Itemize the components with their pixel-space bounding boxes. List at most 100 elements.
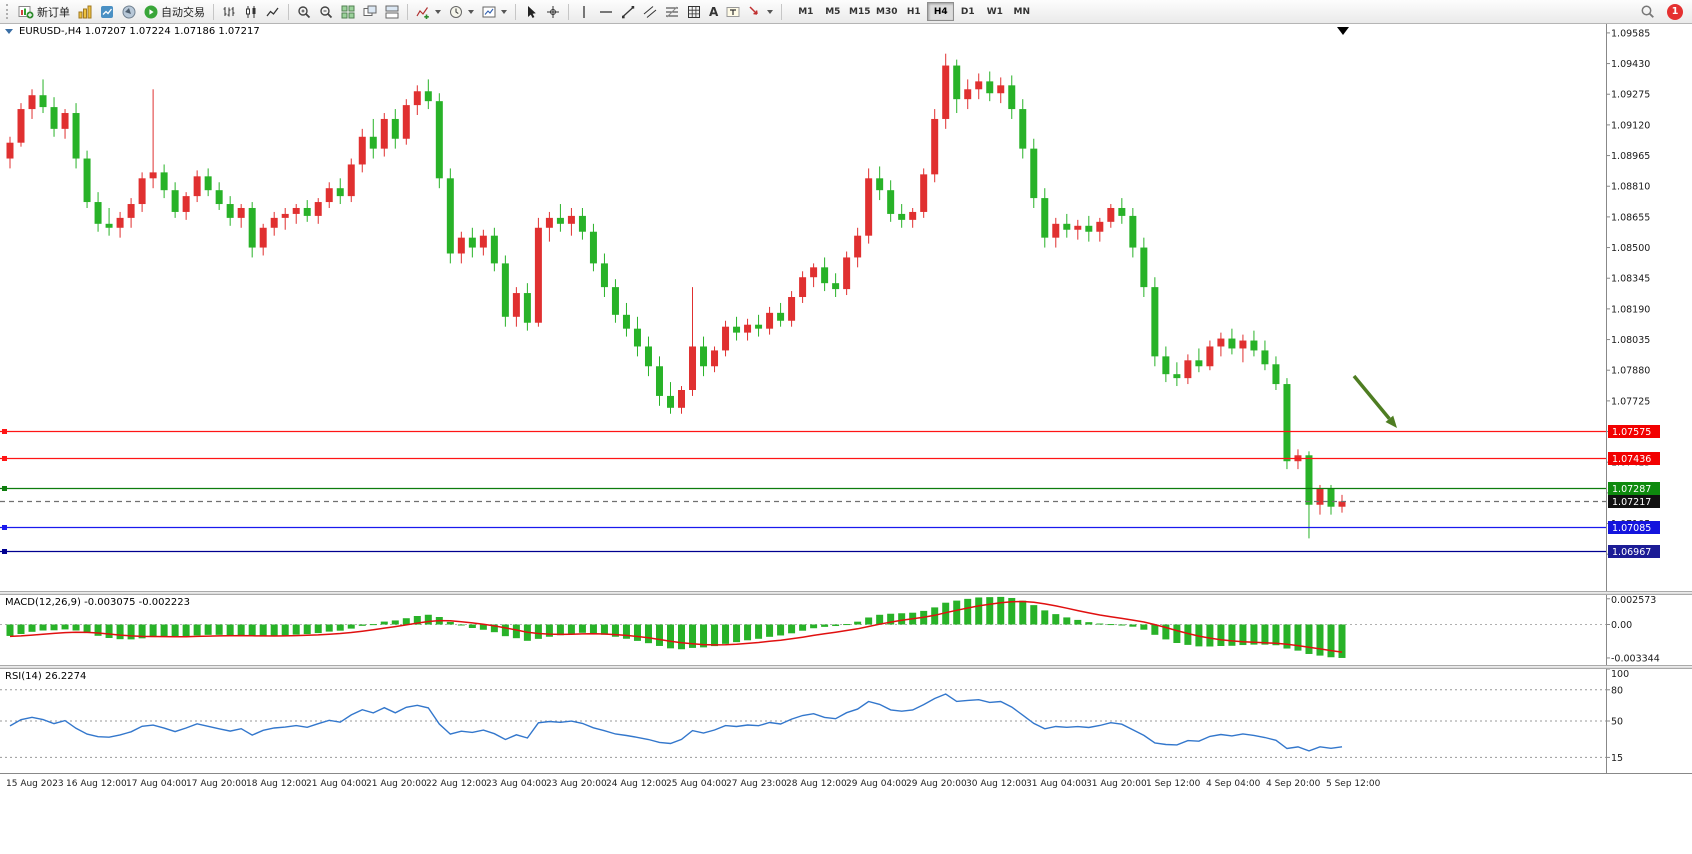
arrows-tool-button[interactable] [744, 2, 777, 22]
candle-body [611, 287, 619, 315]
candle-body [138, 178, 146, 205]
text-label-tool-button[interactable] [722, 2, 744, 22]
chart-shift-marker[interactable] [1337, 27, 1349, 35]
pitchfork-tool-button[interactable] [683, 2, 705, 22]
candlestick-chart-button[interactable] [240, 2, 262, 22]
candle [821, 257, 829, 292]
candle [501, 255, 509, 327]
templates-button[interactable] [478, 2, 511, 22]
candle-body [876, 178, 884, 191]
tile-horizontal-button[interactable] [381, 2, 403, 22]
macd-histogram-bar [501, 624, 509, 637]
autotrading-button[interactable]: 自动交易 [140, 2, 209, 22]
search-button[interactable] [1636, 2, 1659, 22]
price-chart-panel[interactable]: 1.09585 1.09430 1.09275 1.09120 1.08965 1.088… [0, 24, 1692, 591]
macd-histogram-bar [898, 613, 906, 625]
navigator-button[interactable] [118, 2, 140, 22]
rsi-canvas[interactable]: 100 80 50 15 [0, 669, 1692, 773]
one-click-trading-toggle-icon[interactable] [5, 29, 13, 34]
timeframe-d1[interactable]: D1 [960, 6, 975, 17]
channel-tool-button[interactable] [639, 2, 661, 22]
macd-histogram-bar [193, 624, 201, 636]
candle [182, 192, 190, 220]
candle [61, 109, 69, 139]
notification-badge[interactable]: 1 [1667, 3, 1683, 20]
candle-body [1085, 225, 1093, 232]
panel-separator[interactable] [0, 665, 1692, 669]
candle-body [1316, 488, 1324, 505]
macd-canvas[interactable]: 0.002573 0.00 -0.003344 [0, 595, 1692, 665]
new-order-button[interactable]: 新订单 [14, 2, 74, 22]
candle-body [1074, 225, 1082, 230]
macd-label: MACD(12,26,9) -0.003075 -0.002223 [5, 597, 190, 608]
price-chart-canvas[interactable]: 1.09585 1.09430 1.09275 1.09120 1.08965 1.088… [0, 24, 1692, 591]
timeframe-m5[interactable]: M5 [825, 6, 841, 17]
toolbar-grip[interactable] [6, 4, 11, 19]
macd-histogram-bar [700, 624, 708, 648]
zoom-in-button[interactable] [293, 2, 315, 22]
candle [127, 198, 135, 228]
zoom-out-button[interactable] [315, 2, 337, 22]
price-tag-label: 1.07436 [1612, 454, 1651, 465]
macd-histogram-bar [722, 624, 730, 644]
price-axis-label: 1.09430 [1611, 59, 1650, 70]
tile-windows-button[interactable] [337, 2, 359, 22]
macd-panel[interactable]: 0.002573 0.00 -0.003344 MACD(12,26,9) -0.0… [0, 595, 1692, 665]
arrow-annotation[interactable] [1352, 374, 1397, 428]
hline-handle[interactable] [2, 456, 7, 461]
timeframe-mn[interactable]: MN [1013, 6, 1031, 17]
timeframe-w1[interactable]: W1 [986, 6, 1003, 17]
candle-body [446, 178, 454, 254]
macd-histogram-bar [1118, 624, 1126, 626]
candle-body [512, 293, 520, 317]
rsi-panel[interactable]: 100 80 50 15 RSI(14) 26.2274 [0, 669, 1692, 773]
macd-histogram-bar [314, 624, 322, 634]
charts-button[interactable] [74, 2, 96, 22]
fibonacci-tool-button[interactable] [661, 2, 683, 22]
line-chart-button[interactable] [262, 2, 284, 22]
macd-histogram-bar [149, 624, 157, 638]
candle-body [523, 293, 531, 323]
horizontal-line-icon [600, 10, 612, 13]
text-tool-button[interactable]: A [705, 2, 722, 22]
date-label: 17 Aug 20:00 [186, 779, 247, 789]
market-watch-button[interactable] [96, 2, 118, 22]
price-axis-label: 1.07725 [1611, 396, 1650, 407]
candle [6, 136, 14, 169]
candle [1206, 340, 1214, 371]
cursor-tool-button[interactable] [520, 2, 542, 22]
candle [887, 180, 895, 222]
candle-body [281, 213, 289, 218]
timeframe-m30[interactable]: M30 [876, 6, 898, 17]
price-tag [1608, 482, 1660, 495]
hline-handle[interactable] [2, 486, 7, 491]
indicators-button[interactable] [412, 2, 445, 22]
macd-histogram-bar [424, 614, 432, 625]
macd-histogram-bar [1074, 619, 1082, 625]
candle-body [413, 91, 421, 106]
horizontal-line-tool-button[interactable] [595, 2, 617, 22]
timeframe-h4[interactable]: H4 [927, 2, 955, 21]
timeframe-h1[interactable]: H1 [906, 6, 921, 17]
hline-handle[interactable] [2, 429, 7, 434]
vertical-line-tool-button[interactable] [573, 2, 595, 22]
macd-histogram-bar [369, 624, 377, 626]
bar-chart-button[interactable] [218, 2, 240, 22]
trendline-tool-button[interactable] [617, 2, 639, 22]
macd-histogram-bar [744, 624, 752, 641]
timeframe-m15[interactable]: M15 [849, 6, 871, 17]
candle-body [755, 324, 763, 329]
hline-handle[interactable] [2, 549, 7, 554]
panel-separator[interactable] [0, 591, 1692, 595]
cascade-windows-button[interactable] [359, 2, 381, 22]
crosshair-tool-button[interactable] [542, 2, 564, 22]
candle-body [931, 118, 939, 175]
candle-body [402, 105, 410, 139]
date-label: 21 Aug 20:00 [366, 779, 427, 789]
macd-histogram-bar [336, 624, 344, 631]
hline-handle[interactable] [2, 525, 7, 530]
timeframe-m1[interactable]: M1 [798, 6, 814, 17]
date-label: 27 Aug 23:00 [726, 779, 787, 789]
candle-body [314, 202, 322, 216]
periods-button[interactable] [445, 2, 478, 22]
